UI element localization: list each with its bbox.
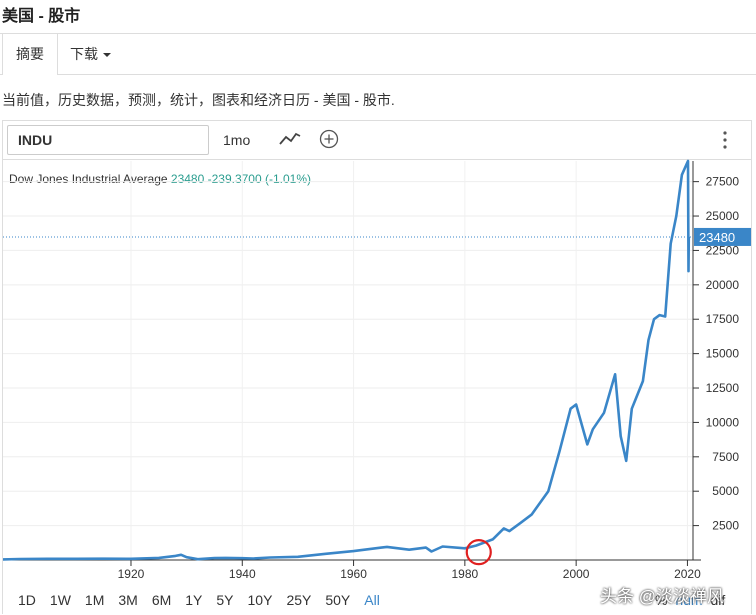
- current-value-label: 23480: [699, 230, 735, 245]
- tab-download-label: 下载: [70, 46, 98, 62]
- range-10y[interactable]: 10Y: [247, 592, 273, 608]
- annotation-circle: [465, 539, 492, 566]
- legend-series-name: Dow Jones Industrial Average: [9, 172, 168, 186]
- series-line: [3, 159, 691, 561]
- page-description: 当前值，历史数据，预测，统计，图表和经济日历 - 美国 - 股市.: [2, 92, 395, 108]
- interval-select[interactable]: 1mo: [223, 132, 251, 148]
- y-tick-label: 20000: [706, 278, 740, 292]
- num-link[interactable]: num: [675, 592, 703, 608]
- y-tick-label: 22500: [706, 243, 740, 257]
- y-tick-label: 27500: [706, 175, 740, 189]
- add-circle-icon[interactable]: [319, 129, 339, 149]
- dif-link[interactable]: dif: [710, 592, 726, 608]
- y-tick-label: 15000: [706, 347, 740, 361]
- y-tick-label: 5000: [712, 484, 739, 498]
- y-tick-label: 17500: [706, 312, 740, 326]
- x-tick-label: 1920: [118, 567, 145, 581]
- chart-panel: 1mo Dow Jones Industrial Average 23480 -…: [2, 120, 752, 614]
- range-1y[interactable]: 1Y: [185, 592, 203, 608]
- range-6m[interactable]: 6M: [151, 592, 172, 608]
- range-1w[interactable]: 1W: [49, 592, 71, 608]
- chart-toolbar: 1mo: [3, 121, 751, 160]
- y-tick-label: 10000: [706, 415, 740, 429]
- range-50y[interactable]: 50Y: [325, 592, 351, 608]
- y-tick-label: 2500: [712, 519, 739, 533]
- range-3m[interactable]: 3M: [118, 592, 138, 608]
- range-all[interactable]: All: [364, 592, 380, 608]
- range-selector: 1D 1W 1M 3M 6M 1Y 5Y 10Y 25Y 50Y All: [18, 592, 394, 608]
- y-tick-label: 12500: [706, 381, 740, 395]
- x-tick-label: 2000: [563, 567, 590, 581]
- page-title: 美国 - 股市: [2, 8, 81, 25]
- line-chart-icon[interactable]: [279, 131, 301, 147]
- y-tick-label: 7500: [712, 450, 739, 464]
- range-1m[interactable]: 1M: [84, 592, 105, 608]
- divider: [0, 33, 756, 34]
- legend-value: 23480: [170, 172, 205, 186]
- x-tick-label: 1960: [340, 567, 367, 581]
- tab-download[interactable]: 下载: [70, 34, 111, 74]
- tab-bar: 摘要 下载: [0, 34, 756, 75]
- display-mode-links: % num dif: [655, 592, 725, 608]
- percent-link[interactable]: %: [655, 592, 668, 608]
- range-5y[interactable]: 5Y: [216, 592, 234, 608]
- legend-change: -239.3700 (-1.01%): [207, 172, 312, 186]
- more-vertical-icon[interactable]: [717, 129, 733, 151]
- y-tick-label: 25000: [706, 209, 740, 223]
- symbol-input[interactable]: [7, 125, 209, 155]
- x-tick-label: 1980: [452, 567, 479, 581]
- range-25y[interactable]: 25Y: [286, 592, 312, 608]
- tab-summary[interactable]: 摘要: [2, 34, 58, 75]
- current-value-badge: [694, 227, 751, 246]
- chart-legend: Dow Jones Industrial Average 23480 -239.…: [9, 172, 311, 186]
- line-chart: 2500 5000 7500 10000 12500 15000 17500 20000 225…: [3, 159, 751, 581]
- caret-down-icon: [103, 53, 111, 58]
- x-tick-label: 1940: [229, 567, 256, 581]
- range-1d[interactable]: 1D: [18, 592, 36, 608]
- watermark: 头条 @淡淡禅风: [600, 587, 724, 606]
- x-tick-label: 2020: [674, 567, 701, 581]
